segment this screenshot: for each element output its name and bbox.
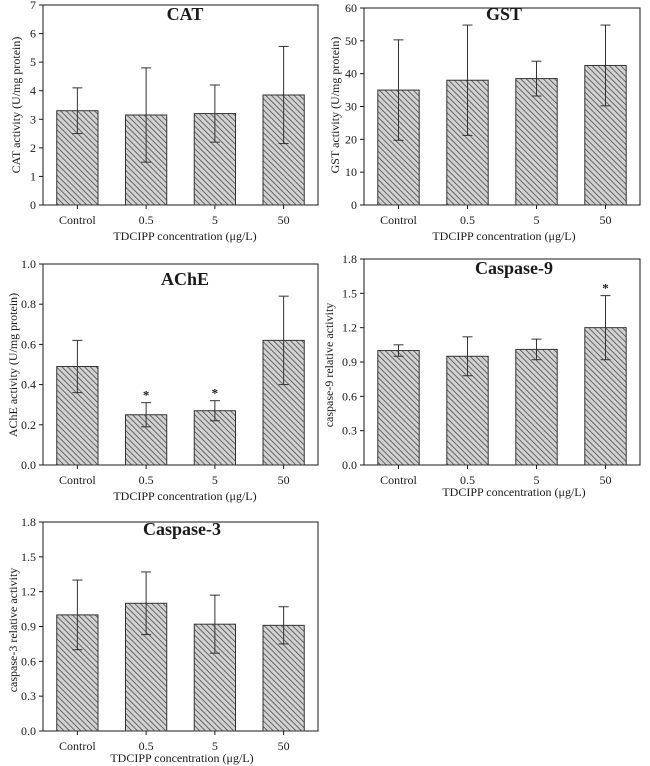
y-axis-label: GST activity (U/mg protein) — [328, 37, 342, 174]
y-tick-label: 1.2 — [342, 321, 357, 335]
y-axis-label: CAT activity (U/mg protein) — [9, 37, 23, 174]
x-tick-label: Control — [380, 213, 417, 227]
y-tick-label: 1.0 — [21, 257, 36, 271]
x-tick-label: 0.5 — [139, 213, 154, 227]
y-tick-label: 10 — [345, 165, 357, 179]
y-tick-label: 1.8 — [342, 252, 357, 266]
y-tick-label: 1.5 — [342, 286, 357, 300]
x-tick-label: 5 — [212, 473, 218, 487]
x-tick-label: 0.5 — [460, 473, 475, 487]
panel-ache: AChE AChE activity (U/mg protein) TDCIPP… — [6, 257, 319, 503]
y-tick-label: 0.0 — [21, 458, 36, 472]
y-tick-label: 30 — [345, 100, 357, 114]
y-tick-label: 3 — [30, 112, 36, 126]
y-tick-label: 1.5 — [21, 550, 36, 564]
x-tick-label: 5 — [212, 739, 218, 753]
y-tick-label: 0.9 — [21, 620, 36, 634]
y-tick-label: 0 — [351, 198, 357, 212]
x-tick-label: 0.5 — [139, 739, 154, 753]
panel-title: CAT — [167, 4, 204, 24]
y-tick-label: 0 — [30, 198, 36, 212]
x-tick-label: 0.5 — [139, 473, 154, 487]
x-axis-label: TDCIPP concentration (μg/L) — [110, 751, 253, 765]
y-tick-label: 0.8 — [21, 297, 36, 311]
bar — [515, 348, 558, 466]
y-tick-label: 0.0 — [21, 724, 36, 738]
x-axis-label: TDCIPP concentration (μg/L) — [442, 485, 585, 499]
significance-marker: * — [212, 386, 219, 401]
y-tick-label: 4 — [30, 84, 36, 98]
y-tick-label: 0.4 — [21, 378, 36, 392]
y-tick-label: 20 — [345, 132, 357, 146]
y-tick-label: 0.3 — [21, 689, 36, 703]
x-tick-label: Control — [380, 473, 417, 487]
panel-title: Caspase-3 — [143, 519, 221, 539]
x-tick-label: 0.5 — [460, 213, 475, 227]
x-axis-label: TDCIPP concentration (μg/L) — [432, 229, 575, 243]
x-tick-label: 5 — [212, 213, 218, 227]
panel-cat: CAT CAT activity (U/mg protein) TDCIPP c… — [9, 0, 319, 243]
bar — [515, 78, 558, 206]
y-tick-label: 0.6 — [21, 654, 36, 668]
x-axis-label: TDCIPP concentration (μg/L) — [113, 229, 256, 243]
y-tick-label: 1.8 — [21, 515, 36, 529]
panel-caspase-9: Caspase-9 caspase-9 relative activity TD… — [322, 252, 641, 499]
panel-title: GST — [486, 4, 522, 24]
x-tick-label: 5 — [534, 213, 540, 227]
significance-marker: * — [602, 281, 609, 296]
y-tick-label: 6 — [30, 27, 36, 41]
y-tick-label: 2 — [30, 141, 36, 155]
y-tick-label: 0.0 — [342, 458, 357, 472]
y-tick-label: 5 — [30, 55, 36, 69]
x-tick-label: 5 — [534, 473, 540, 487]
y-axis-label: caspase-9 relative activity — [322, 303, 336, 428]
y-tick-label: 7 — [30, 0, 36, 12]
y-tick-label: 0.6 — [21, 337, 36, 351]
significance-marker: * — [143, 388, 150, 403]
bar — [377, 350, 420, 466]
y-tick-label: 0.3 — [342, 424, 357, 438]
y-tick-label: 60 — [345, 1, 357, 15]
x-tick-label: 50 — [278, 473, 290, 487]
panel-caspase-3: Caspase-3 caspase-3 relative activity TD… — [6, 515, 319, 765]
x-axis-label: TDCIPP concentration (μg/L) — [113, 489, 256, 503]
x-tick-label: Control — [59, 213, 96, 227]
x-tick-label: Control — [59, 473, 96, 487]
x-tick-label: 50 — [600, 213, 612, 227]
panel-gst: GST GST activity (U/mg protein) TDCIPP c… — [328, 1, 641, 243]
y-tick-label: 0.6 — [342, 389, 357, 403]
x-tick-label: 50 — [278, 213, 290, 227]
y-tick-label: 0.2 — [21, 418, 36, 432]
y-tick-label: 0.9 — [342, 355, 357, 369]
plot-frame — [42, 4, 319, 206]
panel-title: Caspase-9 — [475, 258, 553, 278]
y-tick-label: 1 — [30, 169, 36, 183]
y-axis-label: AChE activity (U/mg protein) — [6, 293, 20, 437]
y-axis-label: caspase-3 relative activity — [6, 568, 20, 693]
y-tick-label: 40 — [345, 67, 357, 81]
y-tick-label: 1.2 — [21, 585, 36, 599]
x-tick-label: 50 — [600, 473, 612, 487]
x-tick-label: Control — [59, 739, 96, 753]
panel-title: AChE — [161, 269, 209, 289]
plot-frame — [42, 263, 319, 466]
y-tick-label: 50 — [345, 34, 357, 48]
x-tick-label: 50 — [278, 739, 290, 753]
